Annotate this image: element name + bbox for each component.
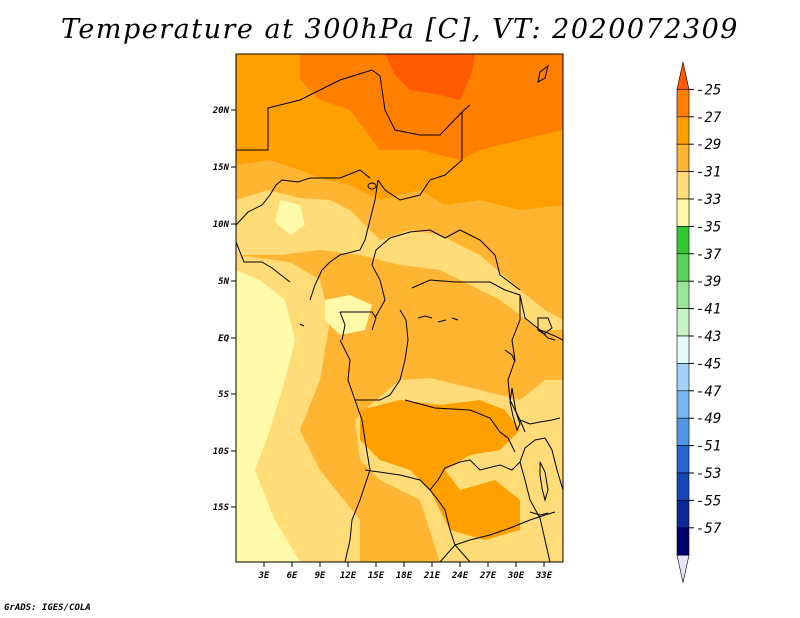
field-band-35-patch: [325, 295, 372, 335]
colorbar-swatch: [676, 253, 690, 282]
colorbar-label: -35: [696, 219, 721, 235]
colorbar-swatch: [676, 417, 690, 446]
colorbar-label: -31: [696, 165, 721, 181]
colorbar-swatch: [676, 445, 690, 474]
colorbar-swatch: [676, 335, 690, 364]
colorbar-label: -55: [696, 493, 721, 509]
colorbar-swatch: [676, 226, 690, 255]
field-band-27: [300, 54, 563, 160]
colorbar-label: -29: [696, 137, 721, 153]
colorbar-triangle-bottom: [676, 554, 690, 583]
lat-label: 10N: [213, 220, 230, 230]
lat-label: EQ: [218, 334, 229, 344]
colorbar-label: -45: [696, 356, 721, 372]
colorbar-swatch: [676, 472, 690, 501]
colorbar-triangle-top: [676, 61, 690, 90]
colorbar-swatch: [676, 116, 690, 145]
colorbar-swatch: [676, 390, 690, 419]
lon-label: 15E: [368, 571, 385, 581]
lon-label: 21E: [423, 571, 441, 581]
lon-tick-marks: [263, 562, 545, 567]
colorbar-swatch: [676, 363, 690, 392]
colorbar-label: -43: [696, 329, 721, 345]
field-band-25: [385, 54, 475, 100]
colorbar-swatch: [676, 89, 690, 118]
sinai-coast: [537, 64, 549, 83]
country-borders: [236, 69, 563, 562]
colorbar-label: -39: [696, 274, 721, 290]
colorbar-label: -47: [696, 384, 722, 400]
colorbar: -25 -27 -29 -31 -33 -35 -37 -39 -41 -43 -45 -47 -49 -…: [676, 61, 722, 583]
colorbar-swatch: [676, 171, 690, 200]
lakes: [299, 64, 553, 516]
lon-label: 24E: [451, 571, 469, 581]
grads-credit: GrADS: IGES/COLA: [4, 603, 91, 613]
colorbar-label: -37: [696, 247, 722, 263]
field-band-35-north: [275, 200, 305, 235]
lake-kariba: [529, 511, 549, 516]
lat-label: 15S: [213, 503, 230, 513]
lake-malawi: [539, 461, 549, 502]
lake-chad: [367, 182, 377, 190]
bioko-island: [299, 323, 305, 327]
colorbar-label: -41: [696, 302, 721, 318]
colorbar-label: -27: [696, 110, 722, 126]
lake-victoria: [537, 317, 553, 335]
lat-label: 20N: [212, 106, 230, 116]
colorbar-swatch: [676, 308, 690, 337]
lat-label: 15N: [213, 163, 230, 173]
lake-tanganyika: [509, 387, 521, 432]
colorbar-swatch: [676, 143, 690, 172]
colorbar-swatch: [676, 280, 690, 309]
colorbar-swatch: [676, 198, 690, 227]
field-band-35-west: [236, 270, 300, 562]
lon-label: 33E: [535, 571, 553, 581]
lat-label: 10S: [213, 447, 230, 457]
lon-label: 27E: [479, 571, 497, 581]
lon-label: 3E: [258, 571, 270, 581]
field-band-29-south: [360, 400, 520, 540]
lat-label: 5N: [218, 277, 229, 287]
lon-tick-labels: 3E 6E 9E 12E 15E 18E 21E 24E 27E 30E 33E: [258, 571, 553, 581]
colorbar-label: -51: [696, 439, 721, 455]
colorbar-swatch: [676, 500, 690, 529]
lon-label: 6E: [287, 571, 298, 581]
map-frame: [235, 53, 564, 563]
colorbar-swatch: [676, 527, 690, 556]
temperature-field: [236, 54, 563, 562]
plot-title: Temperature at 300hPa [C], VT: 202007230…: [61, 14, 739, 45]
lon-label: 9E: [315, 571, 326, 581]
lat-tick-marks: [231, 109, 236, 508]
lon-label: 12E: [340, 571, 357, 581]
congo-river: [417, 315, 459, 323]
colorbar-label: -57: [696, 521, 722, 537]
lat-label: 5S: [218, 390, 229, 400]
field-band-33: [236, 190, 563, 562]
lon-label: 30E: [507, 571, 525, 581]
lat-tick-labels: 20N 15N 10N 5N EQ 5S 10S 15S: [212, 106, 230, 513]
colorbar-label: -49: [696, 411, 721, 427]
lon-label: 18E: [396, 571, 413, 581]
colorbar-label: -25: [696, 82, 721, 98]
colorbar-label: -33: [696, 192, 721, 208]
colorbar-label: -53: [696, 466, 721, 482]
